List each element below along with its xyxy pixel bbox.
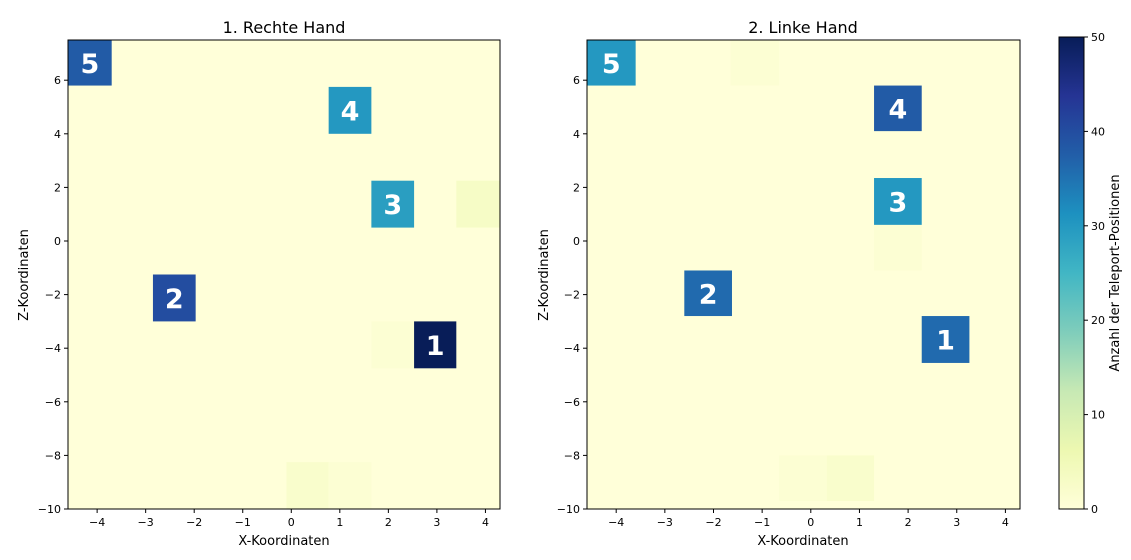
plot-area [68,40,500,509]
cell-number-label: 3 [383,190,402,221]
y-tick-label: −10 [38,503,61,516]
y-tick-label: −2 [45,289,61,302]
cell-number-label: 1 [426,331,445,362]
y-tick-label: −8 [564,449,580,462]
y-tick-label: −6 [45,396,61,409]
y-tick-label: 2 [573,181,580,194]
cell-number-label: 1 [936,325,955,356]
heatmap-cell [371,321,415,369]
colorbar-tick-label: 30 [1091,220,1105,233]
y-tick-label: −4 [564,342,580,355]
colorbar-tick-label: 20 [1091,314,1105,327]
heatmap-cell [286,462,329,509]
x-tick-label: 1 [336,516,343,529]
heatmap-cell [414,321,457,369]
y-tick-label: −4 [45,342,61,355]
x-axis-label: X-Koordinaten [238,534,329,549]
heatmap-cell [328,86,372,134]
colorbar-tick-label: 10 [1091,409,1105,422]
x-tick-label: −1 [235,516,251,529]
y-tick-label: 0 [54,235,61,248]
cell-number-label: 2 [165,284,184,315]
colorbar-label: Anzahl der Teleport-Positionen [1108,174,1123,371]
y-tick-label: −6 [564,396,580,409]
x-tick-label: 0 [288,516,295,529]
y-tick-label: −8 [45,449,61,462]
x-axis-label: X-Koordinaten [757,534,848,549]
x-tick-label: −4 [89,516,105,529]
heatmap-cell [874,178,922,225]
heatmap-cell [874,224,922,271]
heatmap-cell [874,85,922,132]
y-tick-label: −10 [557,503,580,516]
colorbar-tick-label: 40 [1091,125,1105,138]
heatmap-cell [587,40,636,86]
colorbar: 0 10 20 30 40 50 Anzahl der Teleport-Position… [1058,31,1123,516]
x-tick-label: 4 [1002,516,1009,529]
chart-title: 2. Linke Hand [748,18,858,37]
chart-title: 1. Rechte Hand [223,18,346,37]
colorbar-tick-label: 0 [1091,503,1098,516]
heatmap-cell [779,455,827,501]
x-tick-label: −4 [608,516,624,529]
x-tick-label: −3 [657,516,673,529]
x-tick-label: −2 [186,516,202,529]
x-tick-label: 4 [482,516,489,529]
plot-area [587,40,1020,509]
x-tick-label: 3 [953,516,960,529]
y-tick-label: 4 [573,128,580,141]
colorbar-tick-label: 50 [1091,31,1105,44]
heatmap-cell [68,40,112,86]
x-tick-label: 2 [905,516,912,529]
x-tick-label: 1 [856,516,863,529]
y-tick-label: 6 [573,74,580,87]
y-tick-label: 0 [573,235,580,248]
y-tick-label: 4 [54,128,61,141]
y-tick-label: 6 [54,74,61,87]
heatmap-cell [921,316,970,363]
x-tick-label: −1 [754,516,770,529]
plot-frame [67,39,501,510]
cell-number-label: 3 [888,187,907,218]
heatmap-cell [371,180,415,228]
cell-number-label: 2 [699,279,718,310]
heatmap-cell [328,462,372,509]
heatmap-cell [456,180,500,228]
y-axis-label: Z-Koordinaten [537,229,552,321]
y-tick-label: 2 [54,181,61,194]
heatmap-cell [152,274,196,322]
cell-number-label: 5 [80,49,99,80]
colorbar-gradient [1058,36,1085,510]
heatmap-cell [730,40,780,86]
y-axis-label: Z-Koordinaten [17,229,32,321]
plot-frame [586,39,1021,510]
x-tick-label: −3 [138,516,154,529]
x-tick-label: 0 [807,516,814,529]
x-tick-label: −2 [705,516,721,529]
y-tick-label: −2 [564,289,580,302]
x-tick-label: 2 [385,516,392,529]
heatmap-cell [826,455,875,501]
cell-number-label: 5 [602,49,621,80]
cell-number-label: 4 [888,94,907,125]
x-tick-label: 3 [433,516,440,529]
cell-number-label: 4 [341,96,360,127]
heatmap-cell [684,270,732,317]
